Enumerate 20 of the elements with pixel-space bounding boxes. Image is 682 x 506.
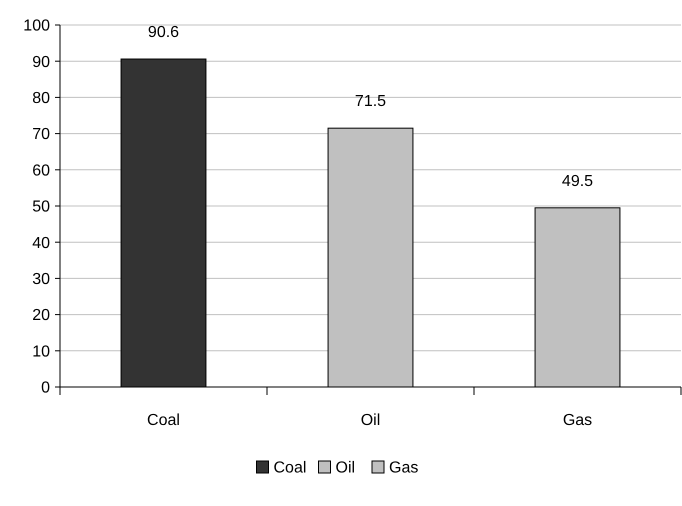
y-tick-label: 10 [32,343,50,360]
y-tick-label: 20 [32,307,50,324]
data-label: 71.5 [354,93,386,110]
y-tick-label: 40 [32,234,50,252]
y-tick-label: 80 [32,90,50,107]
y-tick-label: 70 [32,126,50,144]
legend-label: Oil [336,460,356,477]
y-tick-label: 0 [41,380,50,397]
y-tick-label: 50 [32,198,50,216]
legend-label: Coal [274,460,306,477]
data-label: 49.5 [562,172,594,190]
y-tick-label: 30 [32,271,50,288]
x-tick-label: Oil [360,412,380,429]
y-tick-label: 100 [23,18,50,35]
legend-label: Gas [389,460,418,477]
x-tick-label: Gas [562,412,592,429]
y-tick-label: 60 [32,162,50,180]
data-label: 90.6 [148,24,180,42]
x-tick-label: Coal [147,412,180,429]
y-tick-label: 90 [32,54,50,71]
